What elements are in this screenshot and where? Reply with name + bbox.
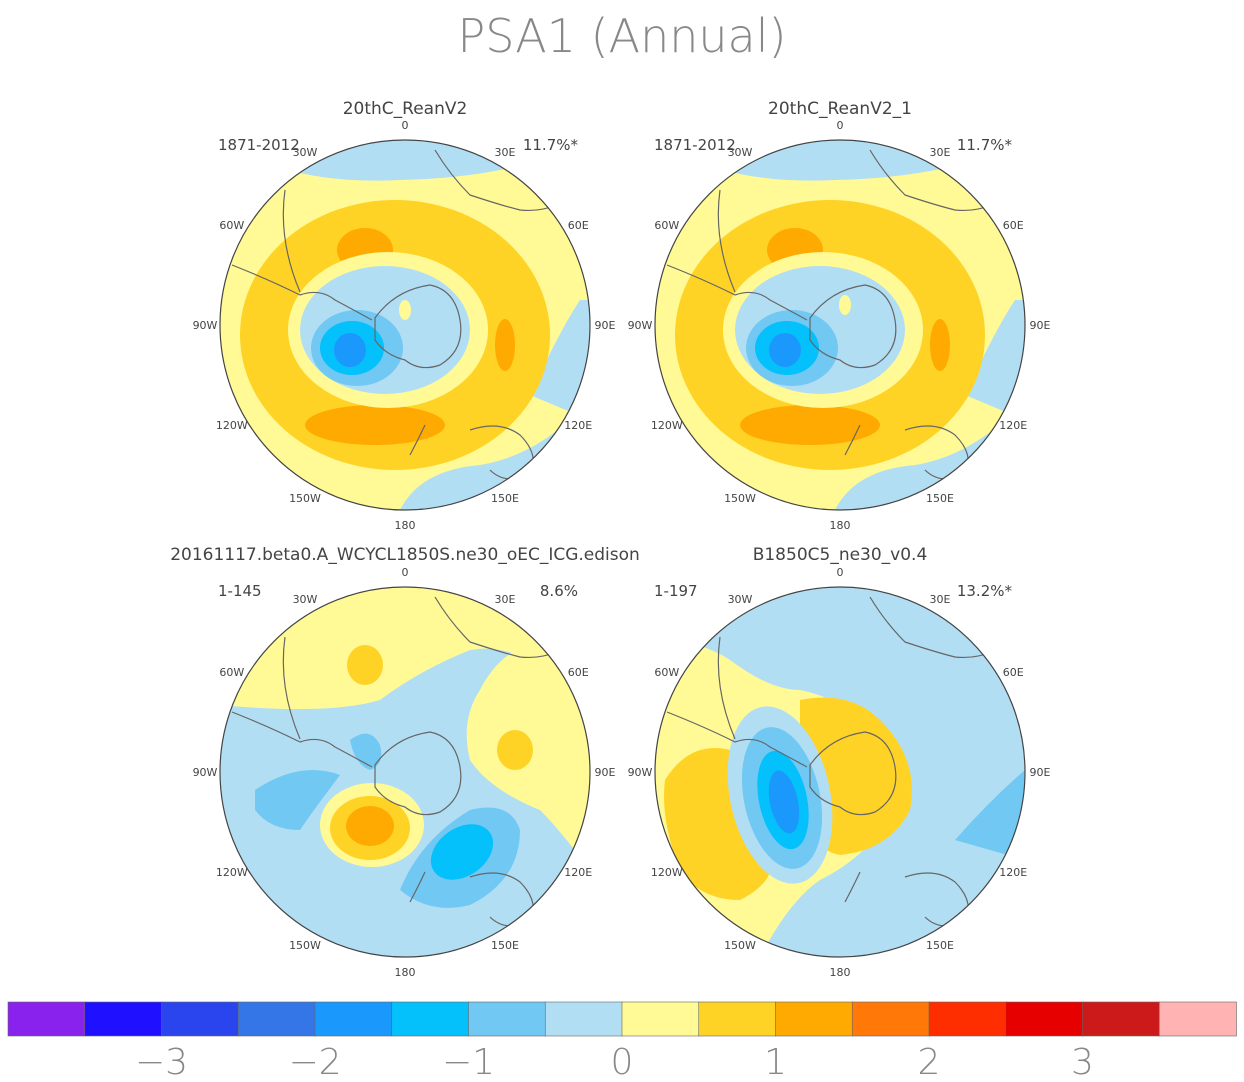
panel-2-pct: 11.7%* (957, 136, 1013, 154)
lon-label-3-7: 150W (289, 939, 321, 952)
lon-label-4-8: 120W (651, 866, 683, 879)
lon-label-1-7: 150W (289, 492, 321, 505)
colorbar-tick-2: −1 (442, 1042, 495, 1082)
lon-label-4-11: 30W (728, 593, 753, 606)
lon-label-1-1: 30E (495, 146, 516, 159)
lon-label-3-0: 0 (402, 566, 409, 579)
colorbar-swatch-10 (775, 1001, 854, 1037)
lon-label-2-7: 150W (724, 492, 756, 505)
lon-label-3-1: 30E (495, 593, 516, 606)
colorbar-tick-0: −3 (135, 1042, 188, 1082)
panel-2-name: 20thC_ReanV2_1 (768, 99, 912, 119)
lon-label-3-2: 60E (568, 666, 589, 679)
lon-label-4-1: 30E (930, 593, 951, 606)
lon-label-4-6: 180 (830, 966, 851, 979)
panel-2-field (655, 140, 1025, 510)
lon-label-4-0: 0 (837, 566, 844, 579)
colorbar-swatch-1 (84, 1001, 163, 1037)
panel-4-period: 1-197 (654, 582, 698, 600)
panel-3-field (220, 587, 590, 957)
lon-label-4-5: 150E (926, 939, 954, 952)
colorbar-swatch-12 (928, 1001, 1007, 1037)
colorbar-swatch-6 (468, 1001, 547, 1037)
lon-label-2-6: 180 (830, 519, 851, 532)
lon-label-2-4: 120E (999, 419, 1027, 432)
lon-label-4-7: 150W (724, 939, 756, 952)
panel-2: 20thC_ReanV2_1 1871-2012 11.7%* (654, 99, 1026, 511)
lon-label-1-8: 120W (216, 419, 248, 432)
lon-label-3-6: 180 (395, 966, 416, 979)
lon-label-1-6: 180 (395, 519, 416, 532)
colorbar-swatch-2 (161, 1001, 240, 1037)
colorbar-swatch-15 (1158, 1001, 1237, 1037)
lon-label-3-11: 30W (293, 593, 318, 606)
lon-label-1-3: 90E (595, 319, 616, 332)
lon-label-1-0: 0 (402, 119, 409, 132)
lon-label-2-2: 60E (1003, 219, 1024, 232)
panel-1-field (220, 140, 590, 510)
colorbar-swatch-5 (391, 1001, 470, 1037)
panel-1: 20thC_ReanV2 1871-2012 11.7%* (218, 99, 591, 511)
figure-title: PSA1 (Annual) (458, 9, 787, 63)
colorbar-swatch-7 (544, 1001, 623, 1037)
lon-label-2-9: 90W (628, 319, 653, 332)
lon-label-3-10: 60W (219, 666, 244, 679)
lon-label-1-5: 150E (491, 492, 519, 505)
lon-label-3-8: 120W (216, 866, 248, 879)
panel-4-field (655, 587, 1025, 957)
panel-2-period: 1871-2012 (654, 136, 736, 154)
colorbar-swatch-11 (851, 1001, 930, 1037)
lon-label-3-9: 90W (193, 766, 218, 779)
colorbar-swatch-9 (698, 1001, 777, 1037)
panel-3-pct: 8.6% (540, 582, 578, 600)
lon-label-1-2: 60E (568, 219, 589, 232)
colorbar-tick-1: −2 (288, 1042, 341, 1082)
lon-label-2-8: 120W (651, 419, 683, 432)
lon-label-3-4: 120E (564, 866, 592, 879)
panel-4-pct: 13.2%* (957, 582, 1013, 600)
lon-label-2-10: 60W (654, 219, 679, 232)
panel-3: 20161117.beta0.A_WCYCL1850S.ne30_oEC_ICG… (170, 545, 640, 958)
colorbar-tick-5: 2 (918, 1042, 941, 1082)
lon-label-4-9: 90W (628, 766, 653, 779)
lon-label-3-5: 150E (491, 939, 519, 952)
colorbar-tick-4: 1 (764, 1042, 787, 1082)
colorbar (7, 1001, 1237, 1037)
colorbar-swatch-13 (1005, 1001, 1084, 1037)
colorbar-swatch-8 (621, 1001, 700, 1037)
lon-label-4-10: 60W (654, 666, 679, 679)
lon-label-1-11: 30W (293, 146, 318, 159)
lon-label-4-4: 120E (999, 866, 1027, 879)
colorbar-swatch-3 (237, 1001, 316, 1037)
lon-label-1-4: 120E (564, 419, 592, 432)
colorbar-swatch-14 (1082, 1001, 1161, 1037)
colorbar-tick-6: 3 (1071, 1042, 1094, 1082)
lon-label-2-0: 0 (837, 119, 844, 132)
panel-3-period: 1-145 (218, 582, 262, 600)
panel-1-pct: 11.7%* (523, 136, 579, 154)
lon-label-3-3: 90E (595, 766, 616, 779)
lon-label-1-10: 60W (219, 219, 244, 232)
lon-label-1-9: 90W (193, 319, 218, 332)
panel-1-name: 20thC_ReanV2 (343, 99, 468, 119)
colorbar-tick-3: 0 (611, 1042, 634, 1082)
panel-4: B1850C5_ne30_v0.4 1-197 13.2%* (654, 545, 1026, 958)
lon-label-4-3: 90E (1030, 766, 1051, 779)
panel-3-name: 20161117.beta0.A_WCYCL1850S.ne30_oEC_ICG… (170, 545, 640, 565)
lon-label-4-2: 60E (1003, 666, 1024, 679)
lon-label-2-5: 150E (926, 492, 954, 505)
lon-label-2-3: 90E (1030, 319, 1051, 332)
panel-4-name: B1850C5_ne30_v0.4 (753, 545, 928, 565)
colorbar-swatch-4 (314, 1001, 393, 1037)
colorbar-swatch-0 (7, 1001, 86, 1037)
longitude-labels: 0 30E 60E 90E 120E 150E 180 150W 120W 90W 60W 30W 0 3… (193, 119, 1051, 979)
lon-label-2-1: 30E (930, 146, 951, 159)
panel-1-period: 1871-2012 (218, 136, 300, 154)
colorbar-ticks: −3 −2 −1 0 1 2 3 (135, 1042, 1094, 1082)
lon-label-2-11: 30W (728, 146, 753, 159)
